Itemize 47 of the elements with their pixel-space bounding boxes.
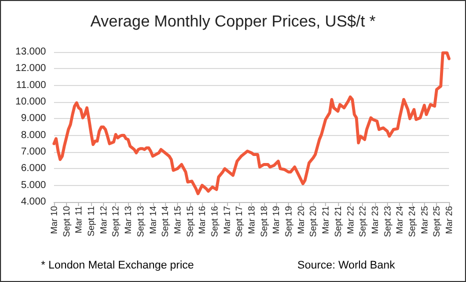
y-tick-label: 8.000 (20, 130, 46, 141)
x-tick-label: Sept 22 (358, 206, 368, 238)
text: * London Metal Exchange price (41, 260, 194, 272)
x-tick-label: Mar 21 (320, 206, 331, 234)
x-tick-label: Sept 20 (308, 206, 318, 238)
x-tick-label: Sept 23 (382, 206, 392, 238)
x-tick-label: Mar 24 (394, 206, 405, 234)
x-tick-label: Sept 15 (184, 206, 195, 238)
x-tick-label: Sept 19 (284, 206, 294, 238)
x-tick-label: Mar 23 (370, 206, 380, 234)
x-tick-label: Mar 19 (271, 206, 282, 234)
x-tick-label: Mar 16 (197, 206, 208, 234)
x-tick-label: Sept 13 (135, 206, 146, 238)
x-tick-label: Mar 11 (74, 206, 84, 234)
y-tick-label: 6.000 (20, 163, 46, 174)
x-tick-label: Mar 25 (419, 206, 430, 234)
x-tick-label: Mar 20 (296, 206, 306, 234)
y-tick-label: 13.000 (15, 46, 46, 58)
y-tick-label: 7.000 (20, 146, 46, 158)
x-tick-label: Sept 24 (406, 206, 417, 238)
x-tick-label: Sept 10 (61, 206, 72, 238)
x-tick-label: Sept 12 (110, 206, 121, 238)
y-tick-label: 11.000 (16, 80, 46, 91)
x-tick-label: Sept 11 (86, 206, 96, 236)
y-tick-label: 12.000 (15, 63, 46, 74)
y-tick-label: 10.000 (15, 96, 46, 108)
x-tick-label: Sept 17 (234, 206, 244, 238)
x-tick-label: Mar 12 (98, 206, 108, 234)
y-tick-label: 5.000 (20, 180, 46, 191)
source-note: Source: World Bank (297, 260, 396, 272)
x-tick-label: Mar 17 (222, 206, 232, 234)
line-series (52, 51, 450, 196)
y-tick-label: 4.000 (20, 196, 46, 208)
x-tick-label: Mar 13 (123, 206, 134, 234)
x-tick-label: Mar 14 (148, 206, 158, 234)
x-tick-label: Mar 26 (444, 206, 454, 234)
x-tick-label: Mar 15 (172, 206, 182, 234)
x-tick-label: Sept 21 (332, 206, 343, 238)
x-tick-label: Sept 14 (160, 206, 170, 238)
x-tick-label: Mar 22 (345, 206, 356, 234)
x-tick-label: Sept 16 (209, 206, 220, 238)
x-tick-label: Mar 10 (49, 206, 59, 234)
x-tick-label: Sept 25 (432, 206, 442, 238)
x-tick-label: Mar 18 (246, 206, 256, 234)
y-tick-label: 9.000 (20, 113, 46, 124)
chart-title: Average Monthly Copper Prices, US$/t * (90, 14, 376, 30)
x-tick-label: Sept 18 (258, 206, 269, 238)
